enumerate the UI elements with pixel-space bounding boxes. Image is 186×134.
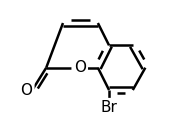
Text: O: O xyxy=(20,83,32,98)
Text: O: O xyxy=(74,60,86,75)
Text: Br: Br xyxy=(101,100,118,115)
Text: O: O xyxy=(20,83,32,98)
Text: O: O xyxy=(74,60,86,75)
Text: Br: Br xyxy=(101,100,118,115)
